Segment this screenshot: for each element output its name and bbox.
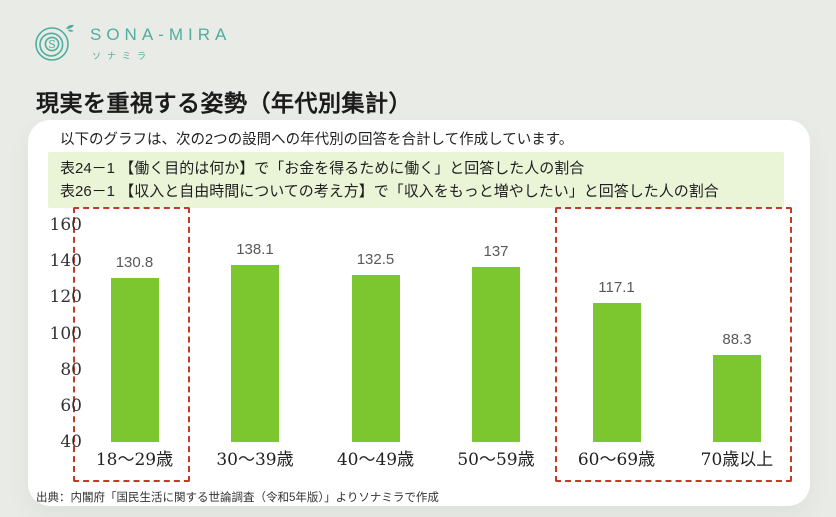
note-line-2: 表26－1 【収入と自由時間についての考え方】で「収入をもっと増やしたい」と回答…	[60, 183, 719, 200]
category-label: 70歳以上	[700, 450, 774, 470]
bar-value-label: 88.3	[722, 330, 752, 348]
category-label: 60～69歳	[577, 450, 656, 470]
bar-value-label: 138.1	[236, 240, 274, 258]
bar	[351, 274, 400, 442]
bar	[110, 277, 159, 442]
highlight-box	[554, 207, 792, 482]
brand-logo[interactable]: S SONA-MIRA ソナミラ	[30, 20, 231, 66]
page-title: 現実を重視する姿勢（年代別集計）	[36, 90, 412, 116]
source-citation: 出典：内閣府「国民生活に関する世論調査（令和5年版）」よりソナミラで作成	[36, 492, 439, 504]
y-axis-tick-label: 120	[49, 287, 82, 308]
brand-name-katakana: ソナミラ	[92, 50, 153, 61]
brand-wordmark: SONA-MIRA ソナミラ	[90, 25, 231, 62]
category-label: 30～39歳	[216, 450, 294, 470]
survey-note-box: 表24－1 【働く目的は何か】で「お金を得るために働く」と回答した人の割合 表2…	[48, 152, 784, 208]
highlight-box	[72, 207, 190, 482]
sprout-icon	[66, 24, 74, 32]
y-axis-tick-label: 160	[49, 215, 82, 235]
bar	[592, 302, 641, 442]
note-line-1: 表24－1 【働く目的は何か】で「お金を得るために働く」と回答した人の割合	[60, 160, 585, 177]
sona-mira-logo-icon: S	[35, 24, 74, 61]
y-axis-tick-label: 140	[49, 251, 82, 272]
bar-value-label: 130.8	[115, 253, 154, 271]
y-axis-tick-label: 60	[60, 395, 82, 416]
chart-description: 以下のグラフは、次の2つの設問への年代別の回答を合計して作成しています。	[60, 132, 574, 148]
bar-value-label: 117.1	[598, 278, 635, 296]
bar	[231, 264, 279, 442]
category-label: 50～59歳	[457, 450, 535, 470]
y-axis-tick-label: 40	[60, 432, 82, 452]
category-label: 40～49歳	[336, 450, 415, 470]
bar	[472, 266, 520, 442]
brand-name: SONA-MIRA	[90, 24, 232, 44]
bar-value-label: 132.5	[356, 250, 395, 268]
y-axis-tick-label: 80	[60, 359, 82, 380]
y-axis-tick-label: 100	[49, 323, 82, 344]
bar-value-label: 137	[483, 242, 509, 260]
category-label: 18～29歳	[95, 450, 174, 470]
svg-text:S: S	[48, 38, 56, 51]
bar	[713, 354, 761, 442]
